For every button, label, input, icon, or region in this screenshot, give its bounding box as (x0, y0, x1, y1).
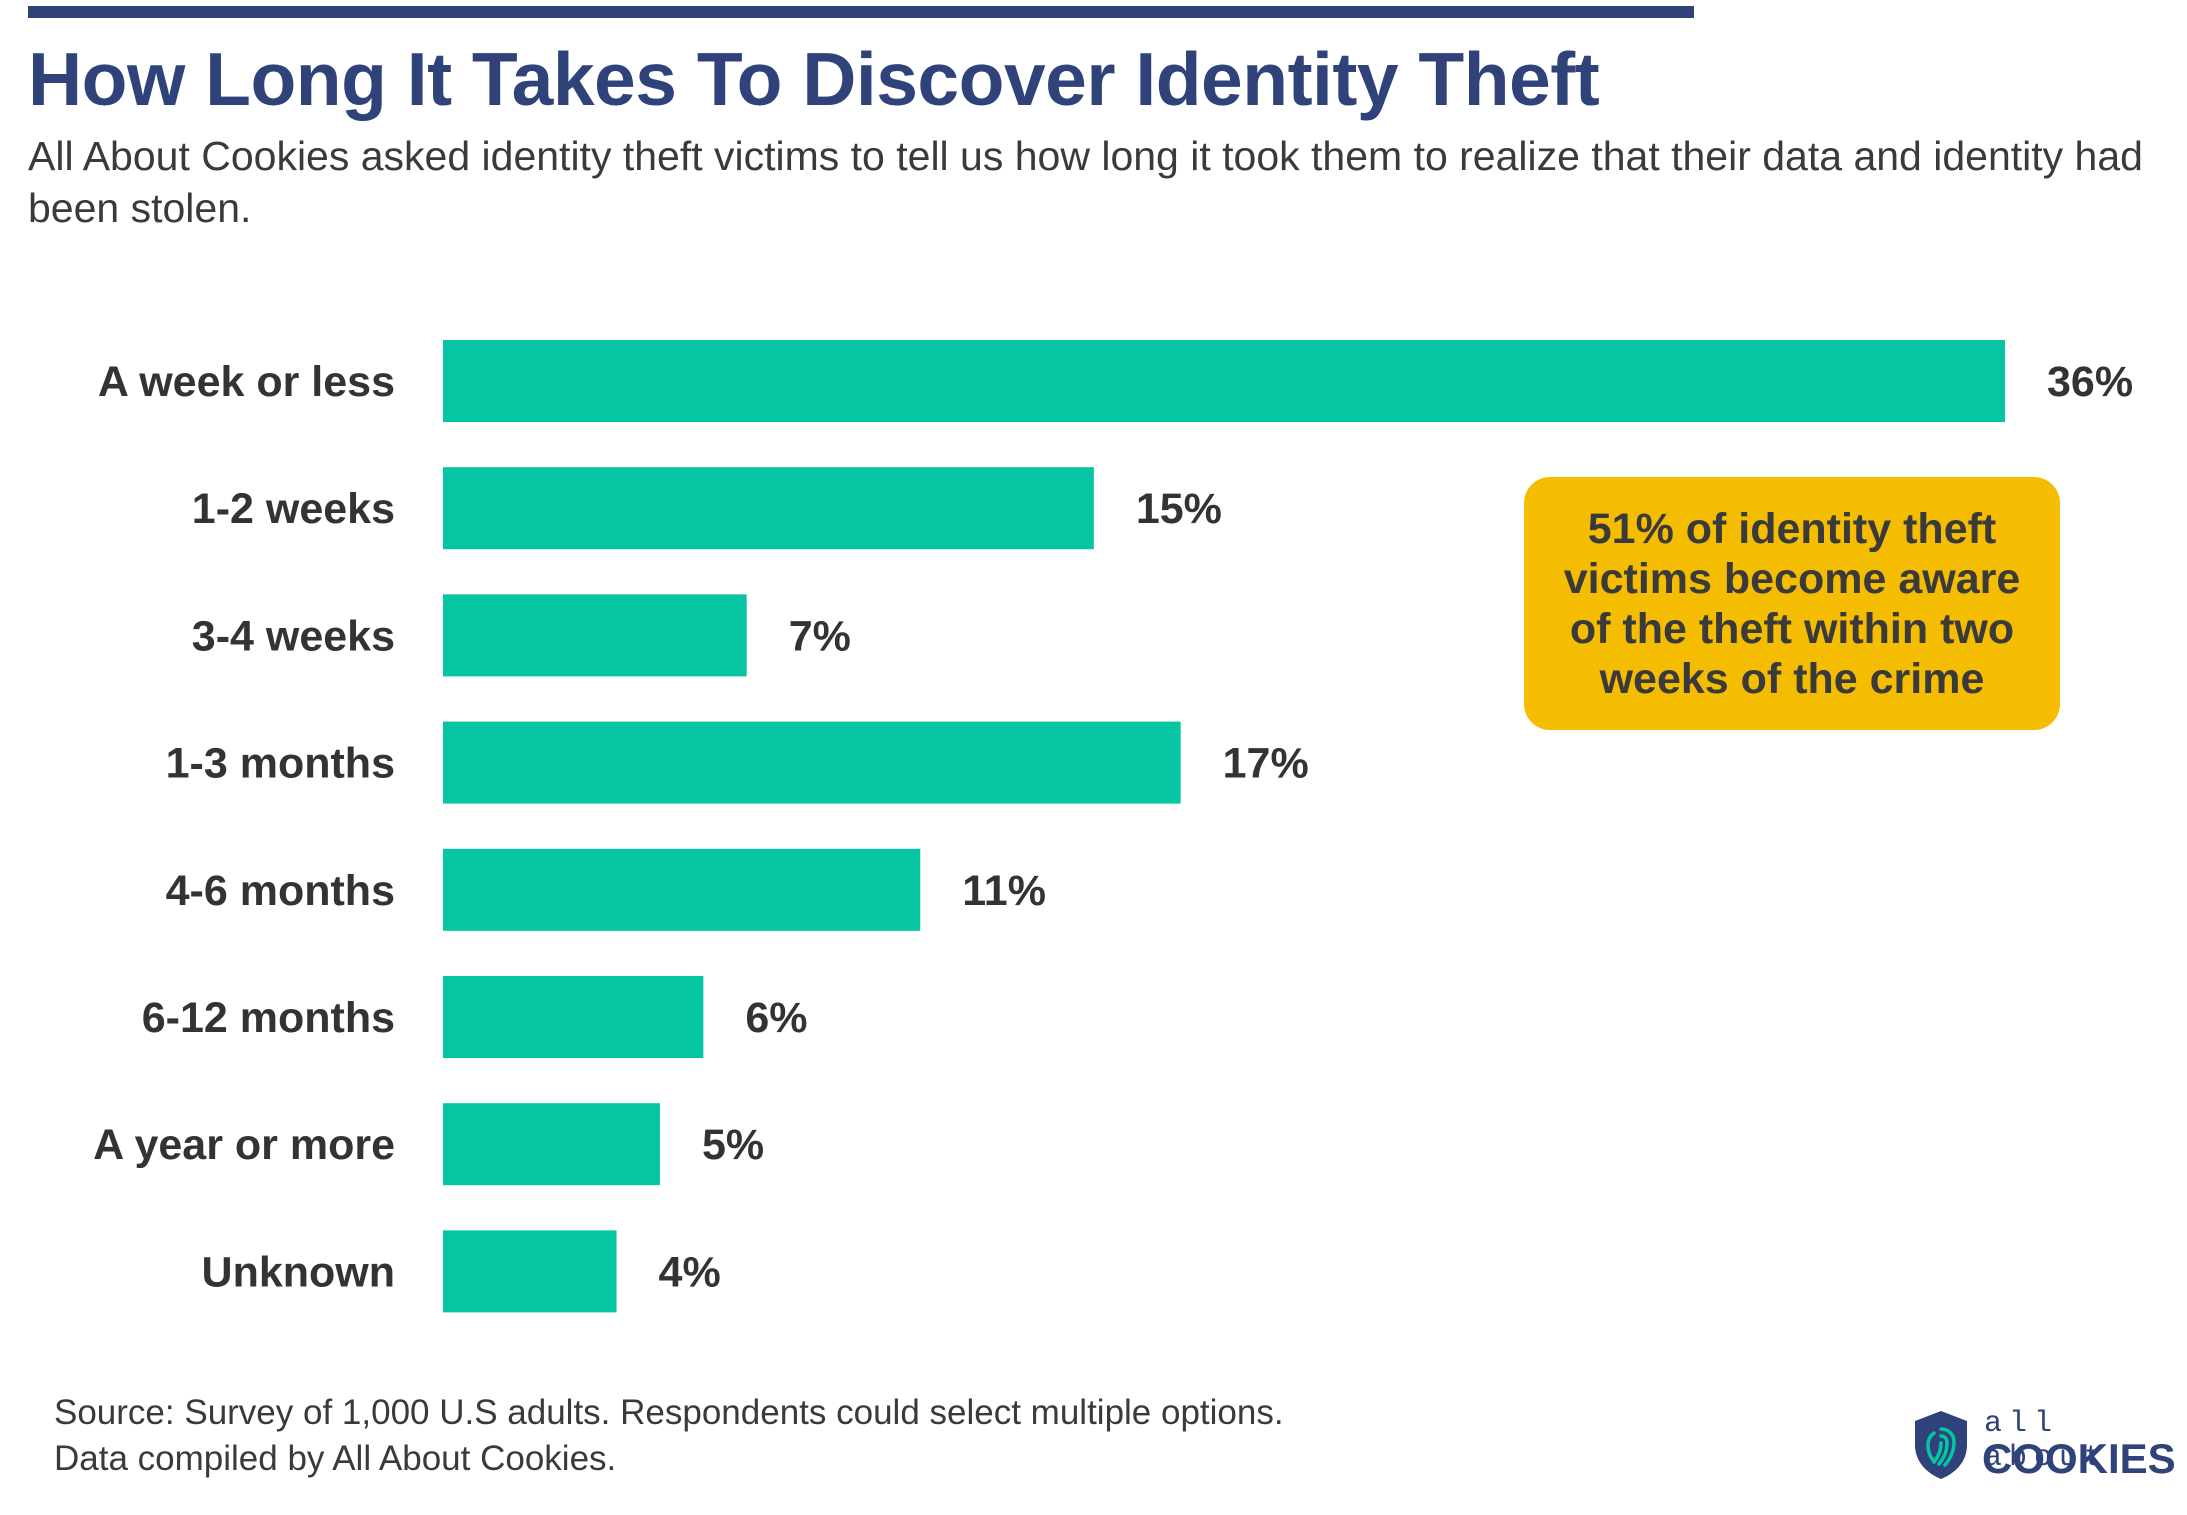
value-label: 7% (789, 612, 851, 660)
chart-title: How Long It Takes To Discover Identity T… (28, 37, 1600, 121)
logo-text-top: all about (1984, 1407, 2110, 1475)
category-label: 4-6 months (166, 867, 395, 915)
source-note: Source: Survey of 1,000 U.S adults. Resp… (54, 1390, 1284, 1482)
callout-box: 51% of identity theft victims become awa… (1524, 477, 2060, 730)
category-label: A year or more (93, 1121, 395, 1169)
category-label: 1-2 weeks (192, 485, 395, 533)
bar (443, 721, 1181, 804)
top-rule (28, 6, 1694, 18)
category-label: A week or less (98, 358, 395, 406)
bar (443, 848, 921, 931)
value-label: 36% (2047, 358, 2133, 406)
source-line-2: Data compiled by All About Cookies. (54, 1439, 617, 1478)
bar (443, 467, 1094, 550)
bar-chart: A week or less 36% 1-2 weeks 15% 3-4 weeks 7%… (93, 340, 2133, 1313)
callout-text: 51% of identity theft victims become awa… (1563, 504, 2021, 703)
all-about-cookies-logo: all about COOKIES (1912, 1405, 2176, 1485)
bar (443, 1103, 660, 1186)
value-label: 4% (659, 1248, 721, 1296)
bar (443, 1230, 617, 1313)
bar (443, 340, 2005, 422)
shield-fingerprint-icon (1915, 1411, 1967, 1479)
category-label: 1-3 months (166, 740, 395, 788)
value-label: 6% (745, 994, 807, 1042)
category-label: 6-12 months (142, 994, 395, 1042)
logo-text-bottom: COOKIES (1982, 1435, 2176, 1482)
category-label: 3-4 weeks (192, 612, 395, 660)
source-line-1: Source: Survey of 1,000 U.S adults. Resp… (54, 1393, 1284, 1432)
chart-subtitle: All About Cookies asked identity theft v… (28, 133, 2143, 231)
value-label: 11% (962, 867, 1046, 915)
value-label: 15% (1136, 485, 1222, 533)
value-label: 5% (702, 1121, 764, 1169)
bar (443, 594, 747, 677)
bar (443, 976, 704, 1058)
category-label: Unknown (202, 1248, 395, 1296)
value-label: 17% (1223, 740, 1309, 788)
